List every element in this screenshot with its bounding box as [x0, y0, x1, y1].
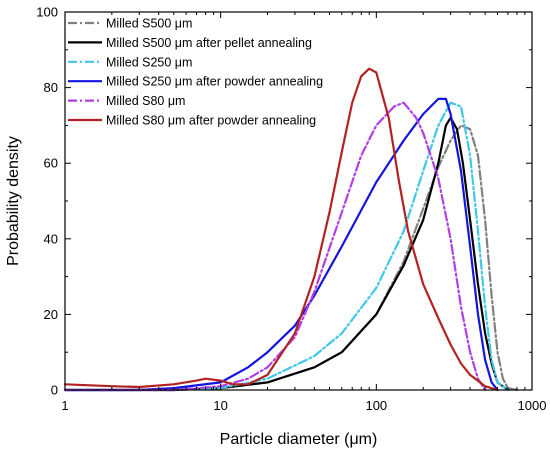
legend-label-5: Milled S80 μm — [106, 94, 185, 108]
y-axis-title: Probability density — [5, 136, 22, 266]
y-tick-label: 40 — [44, 231, 58, 246]
legend-label-2: Milled S500 μm after pellet annealing — [106, 36, 312, 50]
x-tick-label: 1000 — [518, 398, 547, 413]
series-line-1 — [63, 124, 519, 392]
series-line-5 — [63, 101, 487, 392]
ticks-layer: 1 10 100 1000 0 20 40 60 80 100 — [36, 5, 546, 414]
y-tick-label: 60 — [44, 156, 58, 171]
y-tick-label: 20 — [44, 307, 58, 322]
x-tick-label: 100 — [365, 398, 387, 413]
x-tick-label: 10 — [213, 398, 227, 413]
y-tick-label: 100 — [36, 5, 58, 20]
legend-label-3: Milled S250 μm — [106, 55, 192, 69]
legend-label-6: Milled S80 μm after powder annealing — [106, 114, 316, 128]
series-line-4 — [63, 97, 499, 392]
legend-label-1: Milled S500 μm — [106, 17, 192, 31]
legend: Milled S500 μm Milled S500 μm after pelle… — [68, 17, 323, 128]
series-layer — [63, 67, 519, 392]
x-tick-label: 1 — [61, 398, 68, 413]
legend-label-4: Milled S250 μm after powder annealing — [106, 75, 323, 89]
x-axis-title: Particle diameter (μm) — [220, 431, 378, 448]
series-line-3 — [63, 101, 509, 392]
series-line-2 — [63, 116, 509, 392]
series-line-6 — [63, 67, 499, 392]
y-tick-label: 0 — [51, 383, 58, 398]
y-tick-label: 80 — [44, 80, 58, 95]
